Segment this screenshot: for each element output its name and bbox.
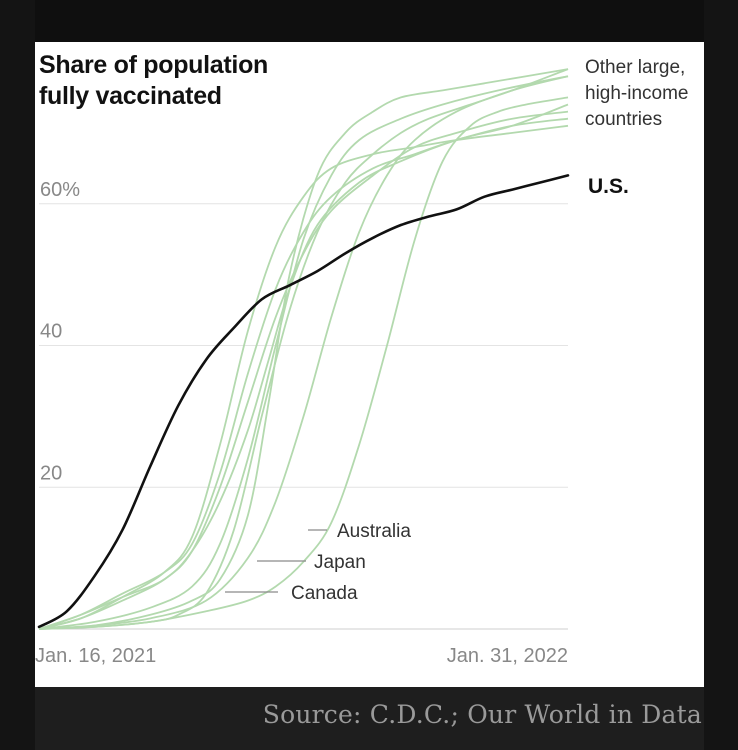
- other-countries-series: [38, 68, 569, 630]
- label-japan: Japan: [314, 552, 366, 573]
- annotations: Other large, high-income countries U.S. Aust…: [225, 57, 689, 604]
- series-line-country-h: [38, 75, 569, 630]
- series-line-canada: [38, 68, 569, 630]
- y-tick-label-60: 60%: [40, 179, 80, 201]
- chart-panel: Share of population fully vaccinated 20 4…: [35, 42, 704, 687]
- y-axis-tick-labels: 20 40 60%: [40, 179, 80, 485]
- series-line-country-g: [38, 103, 569, 630]
- gridlines: [39, 203, 568, 630]
- series-line-japan: [38, 68, 569, 630]
- top-bar: [0, 0, 738, 42]
- y-tick-label-40: 40: [40, 321, 62, 343]
- right-margin: [704, 0, 738, 750]
- x-axis-tick-labels: Jan. 16, 2021 Jan. 31, 2022: [35, 645, 568, 667]
- chart-title-line-2: fully vaccinated: [39, 82, 222, 110]
- left-margin: [0, 0, 35, 750]
- label-canada: Canada: [291, 583, 358, 604]
- x-tick-label-end: Jan. 31, 2022: [447, 645, 568, 667]
- series-line-country-f: [38, 124, 569, 630]
- us-series: [37, 174, 570, 629]
- source-credit: Source: C.D.C.; Our World in Data: [262, 700, 702, 729]
- label-other-countries-line-3: countries: [585, 109, 662, 130]
- chart-title: Share of population fully vaccinated: [39, 50, 268, 112]
- line-chart: 20 40 60% Other large, high-income countries…: [35, 57, 689, 667]
- label-other-countries-line-2: high-income: [585, 83, 689, 104]
- series-line-country-i: [38, 75, 569, 630]
- chart-title-line-1: Share of population: [39, 51, 269, 79]
- series-line-country-d: [38, 110, 569, 630]
- series-line-australia: [38, 96, 569, 630]
- label-australia: Australia: [337, 521, 411, 542]
- series-line-us: [37, 174, 570, 629]
- y-tick-label-20: 20: [40, 462, 62, 484]
- label-us: U.S.: [588, 175, 629, 198]
- x-tick-label-start: Jan. 16, 2021: [35, 645, 156, 667]
- label-other-countries-line-1: Other large,: [585, 57, 685, 78]
